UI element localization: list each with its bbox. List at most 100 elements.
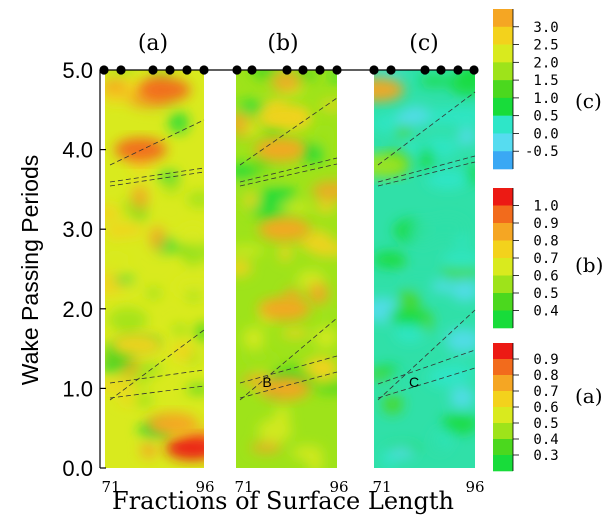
colorbar-swatch [493, 343, 513, 360]
y-tick-label: 3.0 [62, 217, 93, 242]
colorbar-tick-label: 3.0 [525, 20, 559, 36]
colorbar-swatch [493, 62, 513, 81]
y-tick-label: 0.0 [62, 456, 93, 481]
x-axis-label: Fractions of Surface Length [112, 487, 454, 515]
hotspot-b-3 [254, 137, 307, 162]
panel-label-a: (a) [138, 31, 168, 56]
sensor-marker [199, 65, 209, 75]
sensor-marker [332, 65, 342, 75]
hotspot-a-1 [114, 137, 167, 162]
colorbar-tick-label: 2.0 [525, 55, 559, 71]
colorbar-swatch [493, 293, 513, 311]
sensor-marker [369, 65, 379, 75]
colorbar-tick-label: -0.5 [525, 144, 559, 160]
colorbar-tick-label: 0.5 [525, 109, 559, 125]
sensor-marker [436, 65, 446, 75]
colorbar-tick-label: 0.3 [525, 448, 559, 464]
colorbar-tick-label: 0.6 [525, 269, 559, 285]
colorbar-name: (b) [575, 253, 603, 277]
colorbar-tick-label: 1.0 [525, 199, 559, 215]
colorbar-swatch [493, 359, 513, 376]
sensor-marker [386, 65, 396, 75]
colorbar-swatch [493, 275, 513, 294]
colorbar-name: (c) [575, 89, 602, 113]
colorbar-tick-label: 0.4 [525, 304, 559, 320]
colorbar-swatch [493, 223, 513, 241]
panel-label-c: (c) [409, 31, 439, 56]
colorbar-swatch [493, 423, 513, 440]
colorbar-tick-label: 0.4 [525, 432, 559, 448]
x-tick-b-71: 71 [234, 478, 253, 496]
wake-trajectory-lines [109, 91, 476, 401]
colorbar-swatch [493, 133, 513, 152]
colorbar-swatch [493, 80, 513, 99]
panel-b-contour [236, 70, 337, 468]
y-tick-label: 5.0 [62, 58, 93, 83]
colorbar-tick-label: 1.5 [525, 73, 559, 89]
sensor-marker [247, 65, 257, 75]
colorbar-tick-label: 0.6 [525, 400, 559, 416]
panel-a-contour [105, 70, 204, 468]
hotspot-b-4 [258, 105, 311, 130]
colorbar-tick-label: 0.7 [525, 251, 559, 267]
colorbar-swatch [493, 407, 513, 424]
colorbar-tick-label: 0.9 [525, 352, 559, 368]
x-tick-a-96: 96 [195, 478, 214, 496]
sensor-marker [148, 65, 158, 75]
hotspot-c-1 [374, 153, 409, 178]
colorbar-swatch [493, 258, 513, 276]
x-tick-b-96: 96 [329, 478, 348, 496]
colorbar-tick-label: 0.8 [525, 368, 559, 384]
sensor-markers [99, 65, 479, 75]
colorbar-swatch [493, 115, 513, 134]
sensor-marker [99, 65, 109, 75]
colorbar-swatch [493, 26, 513, 45]
colorbars: 3.0 2.5 2.0 1.5 1.0 0.5 0.0 -0.5 (c) 1.0 0… [493, 9, 603, 472]
colorbar-tick-label: 0.7 [525, 384, 559, 400]
colorbar-swatch [493, 205, 513, 224]
y-axis-ticks: 0.0 1.0 2.0 3.0 4.0 5.0 [62, 58, 106, 481]
sensor-marker [282, 65, 292, 75]
sensor-marker [116, 65, 126, 75]
x-tick-a-71: 71 [101, 478, 120, 496]
x-tick-c-96: 96 [465, 478, 484, 496]
hotspot-b-2 [258, 217, 311, 242]
colorbar-swatch [493, 240, 513, 259]
colorbar-swatch [493, 375, 513, 392]
colorbar-swatch [493, 44, 513, 63]
sensor-marker [232, 65, 242, 75]
sensor-marker [315, 65, 325, 75]
colorbar-tick-label: 0.8 [525, 234, 559, 250]
colorbar-tick-label: 0.9 [525, 216, 559, 232]
annotation-b: B [262, 374, 271, 390]
sensor-marker [420, 65, 430, 75]
hotspot-a-4 [110, 332, 163, 357]
y-tick-label: 4.0 [62, 138, 93, 163]
x-tick-c-71: 71 [372, 478, 391, 496]
hotspot-c-0 [374, 77, 404, 102]
colorbar-tick-label: 0.0 [525, 126, 559, 142]
colorbar-swatch [493, 151, 513, 170]
y-tick-label: 2.0 [62, 297, 93, 322]
colorbar-tick-label: 0.5 [525, 286, 559, 302]
colorbar-tick-label: 2.5 [525, 38, 559, 54]
colorbar-tick-label: 1.0 [525, 91, 559, 107]
panel-label-b: (b) [267, 31, 298, 56]
hotspot-a-0 [166, 436, 204, 461]
hotspot-a-3 [146, 412, 199, 437]
sensor-marker [469, 65, 479, 75]
colorbar-swatch [493, 188, 513, 206]
sensor-marker [182, 65, 192, 75]
colorbar-tick-label: 0.5 [525, 416, 559, 432]
hotspot-b-1 [258, 296, 311, 321]
colorbar-swatch [493, 439, 513, 456]
sensor-marker [453, 65, 463, 75]
colorbar-swatch [493, 391, 513, 408]
hotspot-a-2 [138, 77, 191, 102]
sensor-marker [165, 65, 175, 75]
y-tick-label: 1.0 [62, 376, 93, 401]
y-axis-label: Wake Passing Periods [17, 155, 43, 386]
colorbar-name: (a) [575, 384, 603, 408]
panel-c-contour [374, 70, 475, 468]
